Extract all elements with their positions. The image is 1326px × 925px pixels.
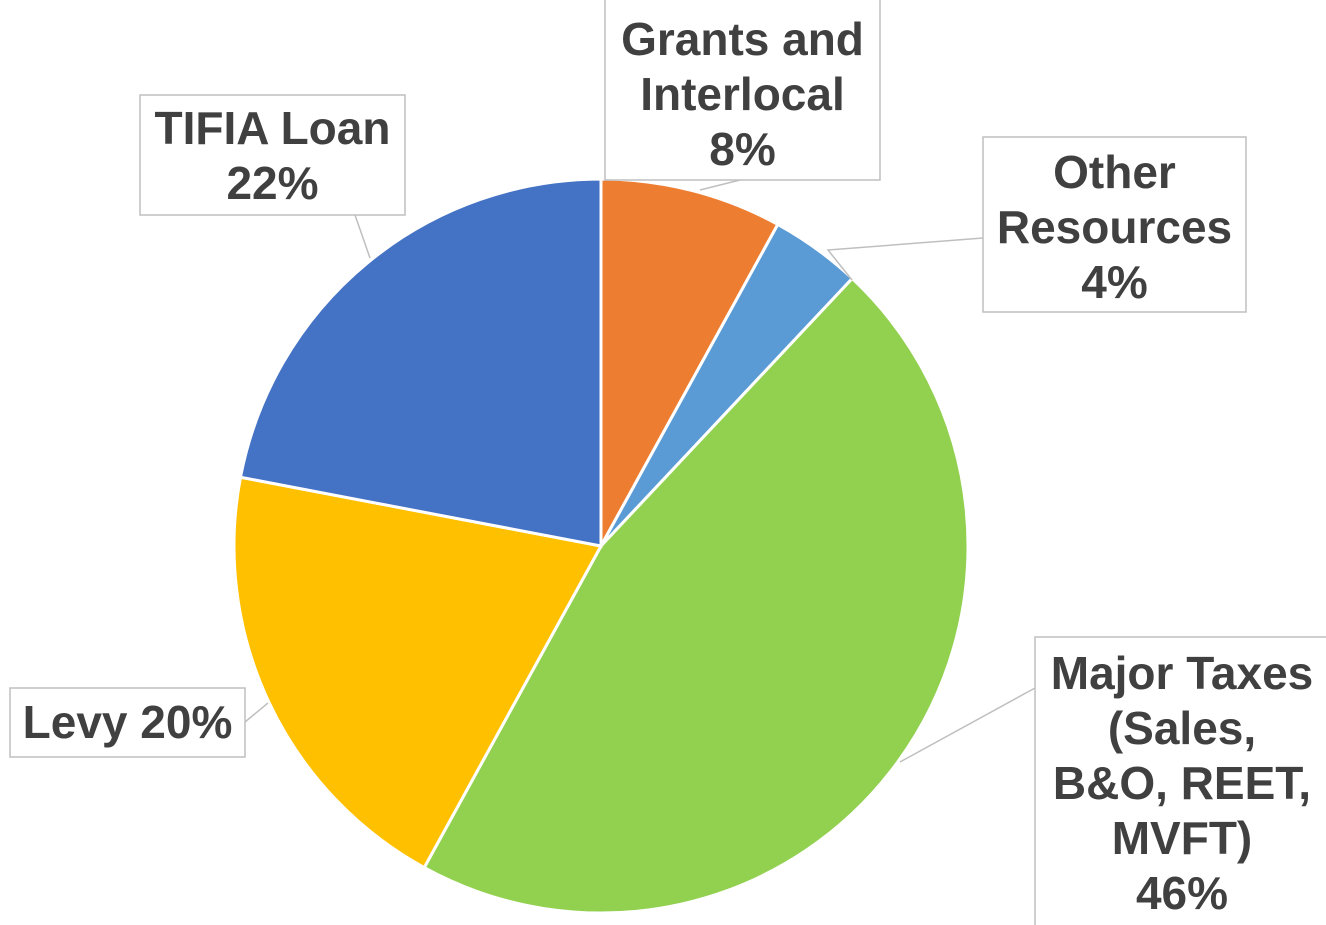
leader-line [826,237,984,281]
label-box [604,0,881,181]
value-label: 8% [709,123,776,175]
slice-label: Grants and Interlocal 8% [605,12,880,177]
value-label: 22% [226,157,319,209]
category-label: TIFIA Loan [154,102,391,154]
leader-line [244,702,269,723]
category-label: Other Resources [996,146,1233,253]
category-label: Major Taxes (Sales, B&O, REET, MVFT) [1050,647,1314,864]
value-label: 20% [140,696,233,748]
slice-label: TIFIA Loan 22% [140,101,405,211]
pie-slice [422,276,970,915]
category-label: Grants and Interlocal [621,13,864,120]
label-box [982,136,1247,313]
leader-line [899,687,1036,763]
label-box [1034,636,1326,925]
value-label: 46% [1135,867,1229,919]
category-label: Levy [22,696,128,748]
pie-slice [238,177,603,548]
label-box [9,687,246,758]
pie [232,177,970,915]
label-box [139,94,406,216]
slice-label: Other Resources 4% [983,145,1246,310]
leader-line [699,179,741,191]
slice-label: Levy 20% [10,695,245,750]
value-label: 4% [1081,256,1148,308]
slice-label: Major Taxes (Sales, B&O, REET, MVFT) 46% [1047,646,1317,921]
leader-line [354,214,371,259]
label-frames [9,0,1326,925]
pie-slice [232,475,604,870]
